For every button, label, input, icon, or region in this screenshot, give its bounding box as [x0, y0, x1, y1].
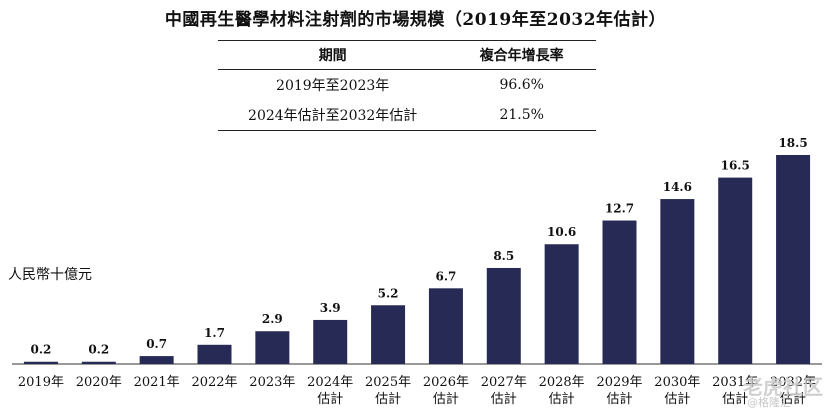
x-tick-label: 估計	[491, 391, 517, 407]
bar	[371, 305, 406, 364]
chart-title: 中國再生醫學材料注射劑的市場規模（2019年至2032年估計）	[164, 10, 667, 30]
cagr-period: 2019年至2023年	[276, 78, 390, 94]
x-tick-label: 2032年	[770, 375, 816, 390]
bar-value-label: 8.5	[493, 249, 514, 263]
bar	[486, 267, 521, 364]
bar-value-label: 5.2	[378, 286, 399, 300]
bar	[197, 344, 232, 364]
x-tick-label: 估計	[780, 391, 806, 407]
bar-value-label: 12.7	[605, 202, 634, 216]
bar	[23, 361, 58, 364]
bar-value-label: 2.9	[262, 312, 283, 326]
x-tick-label: 估計	[664, 391, 690, 407]
bar-value-label: 0.7	[146, 337, 167, 351]
x-tick-label: 估計	[722, 391, 748, 407]
bar	[602, 220, 637, 364]
x-tick-label: 2026年	[423, 375, 469, 390]
cagr-row: 2019年至2023年 96.6%	[218, 70, 596, 101]
x-tick-label: 估計	[549, 391, 575, 407]
cagr-table: 期間 複合年增長率 2019年至2023年 96.6% 2024年估計至2032…	[218, 40, 596, 131]
x-tick-label: 2019年	[18, 375, 64, 390]
x-tick-label: 估計	[433, 391, 459, 407]
watermark-sub: @格隆汇	[747, 396, 791, 409]
bar-value-label: 1.7	[204, 326, 225, 340]
x-tick-label: 2022年	[191, 375, 237, 390]
bar	[81, 361, 116, 364]
bar-value-label: 3.9	[320, 301, 341, 315]
bar	[139, 356, 174, 364]
cagr-header-period: 期間	[218, 40, 448, 70]
bar-value-label: 18.5	[778, 136, 807, 150]
bar	[313, 319, 348, 364]
bar-value-label: 14.6	[663, 180, 692, 194]
bar	[776, 155, 811, 364]
bar	[255, 331, 290, 364]
bar	[544, 244, 579, 364]
cagr-row: 2024年估計至2032年估計 21.5%	[218, 100, 596, 131]
x-tick-label: 2030年	[654, 375, 700, 390]
bar-value-label: 10.6	[547, 225, 576, 239]
y-axis-unit-label: 人民幣十億元	[8, 267, 92, 283]
bar	[428, 288, 463, 364]
x-tick-label: 估計	[317, 391, 343, 407]
x-tick-label: 2024年	[307, 375, 353, 390]
x-tick-label: 2025年	[365, 375, 411, 390]
watermark-brand: 老虎社区	[743, 375, 823, 399]
bar-value-label: 0.2	[88, 343, 109, 357]
x-tick-label: 估計	[375, 391, 401, 407]
x-tick-label: 2021年	[134, 375, 180, 390]
bar	[718, 177, 753, 364]
cagr-rate: 96.6%	[499, 77, 544, 93]
x-tick-label: 2023年	[249, 375, 295, 390]
x-tick-label: 2020年	[76, 375, 122, 390]
bar-value-label: 0.2	[30, 343, 51, 357]
x-tick-label: 2027年	[481, 375, 527, 390]
cagr-rate: 21.5%	[447, 100, 596, 131]
x-tick-label: 2029年	[596, 375, 642, 390]
x-tick-label: 2031年	[712, 375, 758, 390]
bar-value-label: 6.7	[435, 269, 456, 283]
x-tick-label: 2028年	[539, 375, 585, 390]
bar-value-label: 16.5	[721, 159, 750, 173]
cagr-period: 2024年估計至2032年估計	[218, 100, 448, 131]
x-tick-label: 估計	[606, 391, 632, 407]
cagr-header-rate: 複合年增長率	[447, 40, 596, 70]
cagr-header-row: 期間 複合年增長率	[218, 40, 596, 70]
bar	[660, 199, 695, 364]
